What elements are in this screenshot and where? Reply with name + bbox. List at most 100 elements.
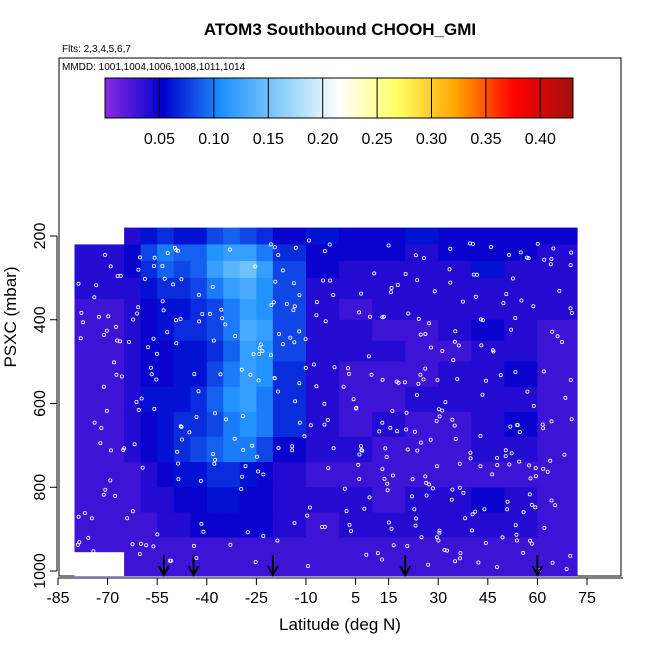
heatmap-cell [223, 437, 241, 463]
heatmap-cell [157, 277, 175, 300]
y-axis-label: PSXC (mbar) [1, 266, 20, 367]
heatmap-cell [504, 227, 538, 245]
observation-point [77, 540, 82, 545]
heatmap-cell [537, 437, 578, 463]
observation-point [152, 406, 157, 411]
observation-point [121, 447, 126, 452]
observation-point [403, 271, 408, 276]
observation-point [434, 418, 439, 423]
colorbar-scale [104, 77, 574, 119]
observation-point [199, 521, 204, 526]
observation-point [415, 278, 420, 283]
observation-point [104, 328, 109, 333]
observation-point [165, 250, 170, 255]
heatmap-cell [173, 319, 191, 342]
heatmap-cell [504, 537, 538, 577]
heatmap-cell [223, 537, 241, 577]
observation-point [92, 420, 97, 425]
heatmap-cell [173, 277, 191, 300]
heatmap-cell [438, 261, 472, 279]
heatmap-cell [272, 227, 307, 245]
observation-point [232, 436, 237, 441]
observation-point [218, 372, 223, 377]
heatmap-cell [339, 386, 373, 413]
observation-point [500, 535, 505, 540]
observation-point [167, 558, 172, 563]
heatmap-cell [438, 437, 472, 463]
observation-point [220, 316, 225, 321]
observation-point [482, 507, 487, 512]
observation-point [151, 263, 156, 268]
observation-point [389, 526, 394, 531]
observation-point [478, 317, 483, 322]
observation-point [517, 459, 522, 464]
observation-point [384, 454, 389, 459]
x-tick-label: 15 [380, 590, 398, 607]
observation-point [389, 285, 394, 290]
heatmap-cell [223, 487, 241, 513]
heatmap-cell [471, 487, 505, 513]
heatmap-cell [537, 277, 578, 300]
observation-point [109, 448, 114, 453]
x-tick-label: -25 [245, 590, 268, 607]
heatmap-cell [124, 340, 142, 363]
heatmap-cell [140, 487, 158, 513]
observation-point [380, 420, 385, 425]
heatmap-cell [471, 340, 505, 363]
observation-point [240, 474, 245, 479]
observation-point [114, 324, 119, 329]
observation-point [212, 411, 217, 416]
observation-point [138, 541, 143, 546]
heatmap-cell [206, 244, 224, 262]
observation-point [154, 351, 159, 356]
heatmap-cell [223, 361, 241, 388]
observation-point [533, 465, 538, 470]
heatmap-cell [74, 340, 125, 363]
heatmap-cell [124, 462, 142, 488]
heatmap-cell [124, 487, 142, 513]
flight-arrow-head [157, 565, 170, 578]
observation-point [455, 376, 460, 381]
heatmap-cell [471, 298, 505, 321]
observation-point [160, 299, 165, 304]
heatmap-cell [173, 537, 191, 577]
observation-point [364, 552, 369, 557]
heatmap-cell [74, 487, 125, 513]
heatmap-cell [537, 361, 578, 388]
observation-point [288, 335, 293, 340]
heatmap-cell [140, 361, 158, 388]
observation-point [233, 334, 238, 339]
observation-point [290, 444, 295, 449]
observation-point [427, 321, 432, 326]
observation-point [332, 365, 337, 370]
observation-point [508, 424, 513, 429]
observation-point [191, 543, 196, 548]
observation-point [468, 450, 473, 455]
observation-point [423, 474, 428, 479]
heatmap-cell [239, 512, 257, 538]
observation-point [450, 487, 455, 492]
heatmap-cell [190, 298, 208, 321]
observation-point [174, 318, 179, 323]
heatmap-cell [339, 261, 373, 279]
heatmap-cell [405, 411, 439, 438]
heatmap-cell [173, 411, 191, 438]
x-axis: -85 -70 -55 -40 -25 -10 5 15 30 45 60 75 [46, 577, 623, 607]
observation-point [348, 529, 353, 534]
heatmap-cell [504, 437, 538, 463]
observation-point [174, 341, 179, 346]
observation-point [494, 565, 499, 570]
heatmap-cell [157, 227, 175, 245]
observation-point [322, 248, 327, 253]
heatmap-cell [339, 319, 373, 342]
heatmap-cell [339, 512, 373, 538]
colorbar-tick-label: 0.40 [525, 131, 556, 148]
heatmap-cell [239, 537, 257, 577]
observation-point [437, 414, 442, 419]
observation-point [390, 473, 395, 478]
observation-point [449, 497, 454, 502]
heatmap-cell [438, 227, 472, 245]
observation-point [106, 314, 111, 319]
colorbar-tick-label: 0.05 [144, 131, 175, 148]
heatmap-cell [74, 361, 125, 388]
